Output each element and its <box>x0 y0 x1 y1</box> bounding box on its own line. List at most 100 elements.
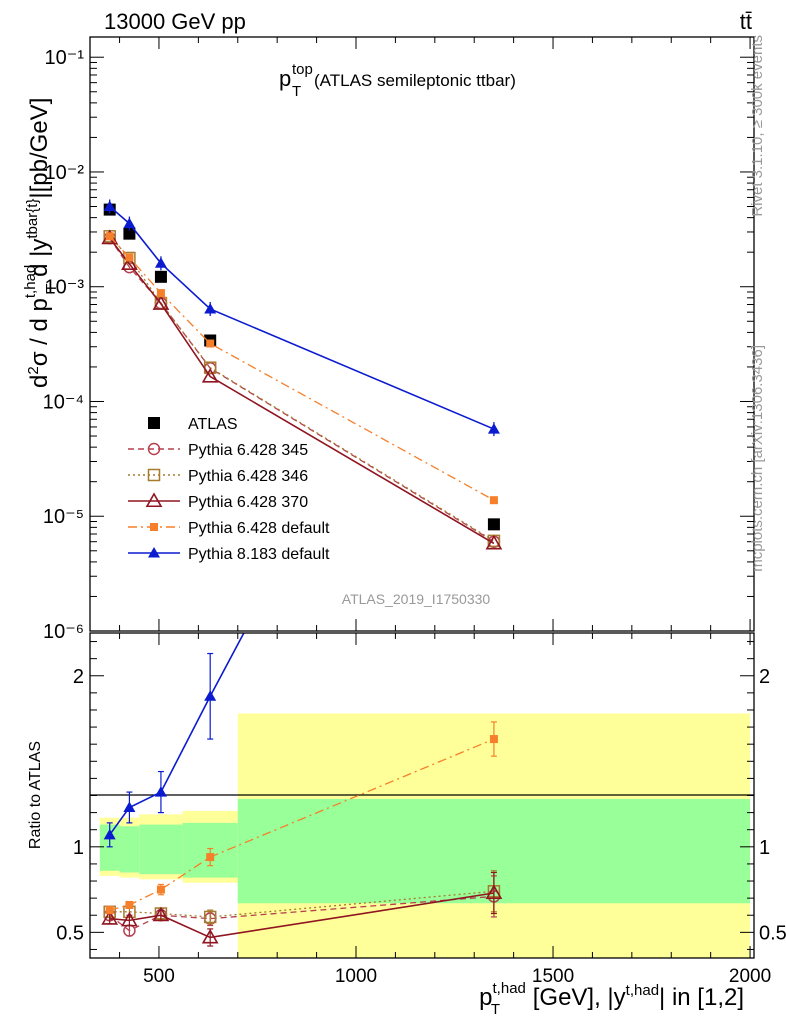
point-p6def-2 <box>125 253 134 262</box>
ratio-point-p370-5 <box>485 884 503 900</box>
y-tick-label-main-5: 10⁻⁵ <box>43 506 84 528</box>
atlas-uncertainty-band <box>99 713 751 958</box>
point-p6def-1 <box>105 232 114 241</box>
series-p8def <box>103 199 500 437</box>
point-p8def-4 <box>204 302 217 314</box>
legend-marker-p345 <box>147 442 161 456</box>
y-axis-label-ratio: Ratio to ATLAS <box>27 741 44 849</box>
title-main: p <box>279 66 291 91</box>
ratio-point-p6def-2 <box>125 900 134 909</box>
point-p8def-2 <box>123 217 136 229</box>
legend-label-p8def: Pythia 8.183 default <box>188 546 330 563</box>
series-line-p6def <box>109 235 495 501</box>
ratio-point-p370-4 <box>201 928 219 944</box>
ratio-series-p8def <box>103 157 500 848</box>
legend-label-p6def: Pythia 6.428 default <box>188 520 330 537</box>
ratio-point-p8def-5 <box>488 157 500 168</box>
point-atlas-2 <box>123 227 136 240</box>
y-tick-label-ratio-left-2: 2 <box>73 666 84 688</box>
legend-label-p370: Pythia 6.428 370 <box>188 494 308 511</box>
y-tick-label-ratio-right-1: 1 <box>759 837 770 859</box>
legend-label-p345: Pythia 6.428 345 <box>188 442 308 459</box>
y-tick-label-ratio-right-2: 2 <box>759 666 770 688</box>
y-tick-label-ratio-left-1: 1 <box>73 837 84 859</box>
point-p6def-4 <box>206 339 215 348</box>
series-line-p370 <box>109 237 495 545</box>
ratio-point-p6def-4 <box>206 853 215 862</box>
title-rest: (ATLAS semileptonic ttbar) <box>314 71 516 90</box>
ratio-line-p6def <box>109 738 495 911</box>
energy-label: 13000 GeV pp <box>104 9 246 34</box>
ratio-point-p346-4 <box>203 910 217 924</box>
legend-marker-p8def <box>148 547 160 558</box>
y-tick-label-main-3: 10⁻³ <box>45 277 85 299</box>
legend-item-p8def: Pythia 8.183 default <box>128 546 330 563</box>
legend-label-p346: Pythia 6.428 346 <box>188 468 308 485</box>
process-label: tt̄ <box>740 9 752 34</box>
point-p8def-3 <box>154 257 167 268</box>
y-tick-label-main-1: 10⁻¹ <box>45 47 85 69</box>
ratio-series-p6def <box>105 721 498 915</box>
point-p6def-5 <box>489 496 498 505</box>
y-axis-label-main: d2σ / d pt,had T d |ytbar{t}|[pb/GeV] <box>22 98 60 388</box>
legend: ATLAS Pythia 6.428 345 Pythia 6.428 346 Pyt… <box>128 416 330 563</box>
point-p8def-5 <box>487 423 500 434</box>
rivet-label: Rivet 3.1.10, ≥ 300k events <box>749 35 766 217</box>
ratio-point-p8def-2 <box>123 801 136 812</box>
band-inner-bin-1 <box>99 824 120 871</box>
legend-marker-p370 <box>145 492 163 508</box>
legend-item-p6def: Pythia 6.428 default <box>128 520 330 537</box>
series-line-p346 <box>109 235 495 542</box>
point-p370-2 <box>121 255 138 270</box>
legend-item-p345: Pythia 6.428 345 <box>128 442 308 459</box>
legend-item-atlas: ATLAS <box>148 416 238 433</box>
ratio-point-p370-2 <box>121 911 138 927</box>
series-line-p8def <box>109 205 495 430</box>
series-p6def <box>105 232 498 505</box>
point-p370-5 <box>485 534 503 550</box>
x-tick-label-1000: 1000 <box>335 966 377 987</box>
point-p6def-3 <box>156 289 165 298</box>
ratio-panel-series <box>101 157 503 947</box>
ratio-series-p370 <box>101 871 503 947</box>
main-panel-series <box>101 199 503 550</box>
ratio-point-p8def-1 <box>103 828 116 840</box>
legend-label-atlas: ATLAS <box>188 416 238 433</box>
ratio-point-p6def-1 <box>105 906 114 915</box>
band-inner-bin-2 <box>119 826 140 873</box>
point-p8def-1 <box>103 200 116 212</box>
x-tick-label-1500: 1500 <box>532 966 574 987</box>
band-inner-bin-3 <box>139 824 183 875</box>
point-p370-4 <box>201 367 219 383</box>
legend-marker-p6def <box>150 523 158 531</box>
x-tick-label-500: 500 <box>143 966 175 987</box>
ratio-point-p370-1 <box>101 910 119 925</box>
title-sup: top <box>292 61 313 78</box>
x-tick-label-2000: 2000 <box>729 966 771 987</box>
ratio-point-p6def-3 <box>156 885 165 894</box>
ratio-point-p8def-4 <box>204 690 217 701</box>
legend-marker-p346 <box>147 468 161 482</box>
ratio-point-p6def-5 <box>489 735 498 744</box>
axes-ticks: 500 1000 1500 2000 10⁻¹ 10⁻² 10⁻³ 10⁻⁴ 10⁻⁵ 10⁻⁶ 0… <box>43 37 786 987</box>
y-tick-label-main-6: 10⁻⁶ <box>43 621 84 643</box>
x-axis-label: pt,had T [GeV], |yt,had| in [1,2] <box>479 980 744 1018</box>
mcplots-label: mcplots.cern.ch [arXiv:1306.3436] <box>749 345 766 572</box>
plot-title: p top T (ATLAS semileptonic ttbar) <box>279 61 516 100</box>
ratio-point-p8def-3 <box>154 786 167 797</box>
y-tick-label-ratio-left-0.5: 0.5 <box>56 922 84 944</box>
point-p370-3 <box>152 295 170 310</box>
y-tick-label-main-4: 10⁻⁴ <box>43 391 84 413</box>
main-panel-frame <box>89 36 755 632</box>
legend-item-p370: Pythia 6.428 370 <box>128 492 308 511</box>
point-atlas-5 <box>487 518 500 531</box>
legend-marker-atlas <box>148 417 160 429</box>
legend-item-p346: Pythia 6.428 346 <box>128 468 308 485</box>
analysis-id: ATLAS_2019_I1750330 <box>342 591 491 607</box>
y-tick-label-main-2: 10⁻² <box>45 162 85 184</box>
point-atlas-3 <box>154 270 167 283</box>
title-sub: T <box>292 83 301 100</box>
ratio-point-p370-3 <box>152 906 170 922</box>
y-tick-label-ratio-right-0.5: 0.5 <box>759 922 786 944</box>
